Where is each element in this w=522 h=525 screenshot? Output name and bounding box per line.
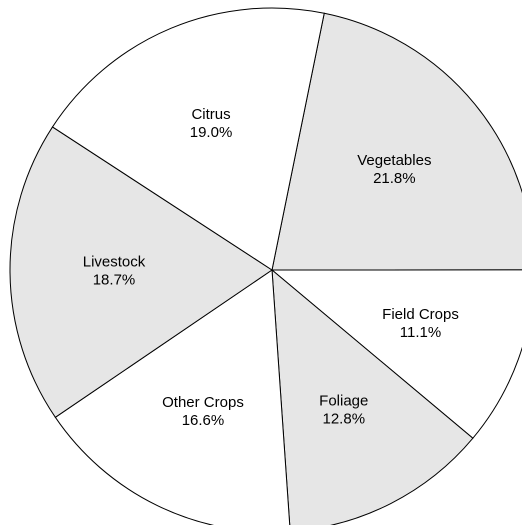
slice-value-label: 19.0% [190,124,233,141]
slice-label: Citrus [191,106,230,123]
pie-slice [51,7,325,271]
pie-slice [270,269,522,439]
slice-label: Vegetables [357,152,431,169]
slice-label: Foliage [319,393,368,410]
slice-label: Field Crops [382,306,459,323]
pie-slice [271,268,474,525]
slice-value-label: 18.7% [93,272,136,289]
pie-slice [9,126,273,419]
slice-value-label: 21.8% [373,170,416,187]
slice-label: Livestock [83,254,146,271]
slice-value-label: 16.6% [182,412,225,429]
slice-label: Other Crops [162,394,244,411]
slice-value-label: 11.1% [400,324,441,341]
pie-slice [271,12,522,271]
slice-value-label: 12.8% [323,411,366,428]
pie-slice [54,269,291,525]
